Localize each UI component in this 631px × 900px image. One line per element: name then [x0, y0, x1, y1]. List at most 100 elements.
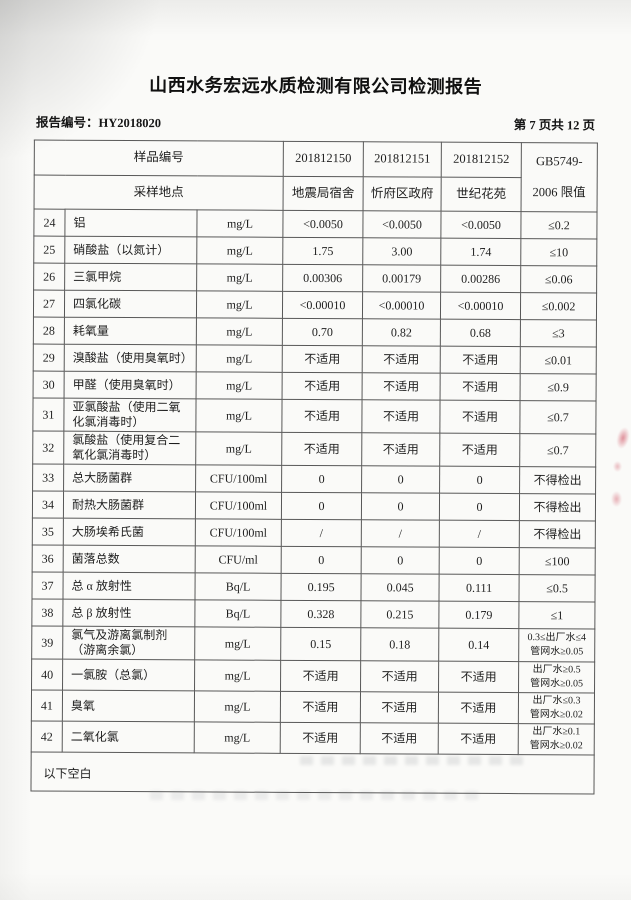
row-number: 35	[32, 518, 64, 546]
results-table: 样品编号 201812150 201812151 201812152 GB574…	[30, 139, 598, 795]
table-row: 35 大肠埃希氏菌 CFU/100ml / / / 不得检出	[32, 518, 596, 548]
row-number: 29	[33, 344, 65, 372]
header-row-location: 采样地点 地震局宿舍 忻府区政府 世纪花苑	[34, 175, 597, 212]
value-sample-1: 不适用	[280, 691, 361, 723]
table-row: 29 溴酸盐（使用臭氧时） mg/L 不适用 不适用 不适用 ≤0.01	[33, 344, 597, 374]
report-meta-line: 报告编号：HY2018020 第 7 页共 12 页	[36, 112, 595, 134]
value-sample-1: 不适用	[282, 345, 363, 373]
table-row: 34 耐热大肠菌群 CFU/100ml 0 0 0 不得检出	[32, 491, 596, 521]
value-sample-1: 0.70	[282, 318, 363, 346]
unit: mg/L	[196, 344, 283, 373]
row-number: 34	[32, 491, 64, 519]
parameter-name: 总 β 放射性	[62, 599, 195, 627]
limit-line: 管网水≥0.05	[530, 678, 584, 690]
unit: Bq/L	[194, 572, 282, 601]
page-indicator: 第 7 页共 12 页	[513, 118, 596, 133]
value-sample-3: 0.111	[439, 574, 520, 602]
value-sample-1: 不适用	[282, 372, 363, 400]
limit-line: 出厂水≥0.5	[532, 664, 581, 676]
value-sample-3: 0.68	[440, 319, 521, 347]
unit: CFU/100ml	[195, 491, 282, 520]
location-1: 地震局宿舍	[283, 176, 364, 211]
unit: mg/L	[195, 431, 282, 466]
value-sample-2: <0.0050	[362, 210, 442, 239]
value-sample-1: 0.15	[280, 627, 361, 661]
value-sample-3: 0	[439, 466, 520, 494]
value-sample-3: 0.00286	[440, 265, 521, 293]
table-row: 31 亚氯酸盐（使用二氧化氯消毒时） mg/L 不适用 不适用 不适用 ≤0.7	[32, 398, 597, 434]
row-number: 27	[33, 290, 65, 318]
unit: CFU/ml	[195, 545, 282, 574]
parameter-name: 总大肠菌群	[63, 464, 196, 492]
value-sample-3: /	[439, 520, 520, 548]
limit-value: 出厂水≥0.5 管网水≥0.05	[518, 661, 595, 693]
parameter-name: 耗氧量	[64, 317, 197, 345]
unit: mg/L	[196, 290, 283, 319]
limit-value: ≤0.002	[520, 292, 597, 320]
limit-line: 管网水≥0.05	[530, 646, 584, 658]
row-number: 26	[33, 263, 65, 291]
limit-header-line1: GB5749-	[536, 154, 583, 169]
report-number: 报告编号：HY2018020	[36, 112, 161, 132]
value-sample-3: 0.14	[438, 628, 519, 662]
row-number: 25	[33, 236, 65, 264]
unit: mg/L	[195, 398, 283, 433]
row-number: 31	[32, 398, 65, 432]
row-number: 41	[31, 690, 63, 722]
row-number: 24	[33, 209, 66, 237]
table-row: 26 三氯甲烷 mg/L 0.00306 0.00179 0.00286 ≤0.06	[33, 263, 597, 293]
value-sample-1: 1.75	[282, 237, 363, 265]
page-content: 山西水务宏远水质检测有限公司检测报告 报告编号：HY2018020 第 7 页共…	[30, 75, 598, 795]
unit: mg/L	[194, 626, 281, 661]
table-row: 33 总大肠菌群 CFU/100ml 0 0 0 不得检出	[32, 464, 596, 494]
limit-value: ≤10	[520, 238, 597, 266]
value-sample-3: <0.0050	[440, 211, 522, 239]
table-row: 39 氯气及游离氯制剂（游离余氯） mg/L 0.15 0.18 0.14 0.3≤出厂水≤…	[31, 626, 595, 662]
unit: Bq/L	[194, 599, 282, 628]
value-sample-1: 0.195	[281, 573, 362, 601]
value-sample-1: 不适用	[281, 399, 363, 433]
value-sample-2: 0.18	[360, 627, 439, 662]
value-sample-1: 0	[281, 465, 362, 493]
row-number: 28	[33, 317, 65, 345]
parameter-name: 二氧化氯	[62, 721, 195, 753]
parameter-name: 总 α 放射性	[62, 572, 196, 600]
value-sample-2: /	[361, 519, 440, 548]
header-row-sample-id: 样品编号 201812150 201812151 201812152 GB574…	[34, 140, 598, 212]
value-sample-2: 不适用	[360, 691, 439, 724]
value-sample-3: 0	[439, 493, 520, 521]
parameter-name: 菌落总数	[63, 545, 196, 573]
sample-id-3: 201812152	[441, 142, 522, 178]
table-row: 30 甲醛（使用臭氧时） mg/L 不适用 不适用 不适用 ≤0.9	[33, 371, 597, 401]
row-number: 42	[31, 721, 63, 753]
parameter-name: 一氯胺（总氯）	[62, 659, 195, 691]
row-number: 40	[31, 659, 63, 691]
blank-row: 以下空白	[30, 752, 595, 794]
limit-value: ≤100	[519, 547, 596, 575]
value-sample-2: 0.045	[361, 573, 440, 602]
table-row: 24 铝 mg/L <0.0050 <0.0050 <0.0050 ≤0.2	[33, 209, 598, 239]
parameter-name: 三氯甲烷	[64, 263, 197, 291]
value-sample-3: 1.74	[440, 238, 521, 266]
limit-value: ≤0.9	[520, 373, 597, 401]
value-sample-2: 0.00179	[362, 264, 441, 293]
sample-id-label: 样品编号	[34, 140, 284, 177]
value-sample-3: 不适用	[438, 692, 519, 724]
unit: mg/L	[196, 371, 283, 400]
limit-value: 不得检出	[519, 520, 596, 548]
table-row: 38 总 β 放射性 Bq/L 0.328 0.215 0.179 ≤1	[31, 599, 596, 629]
value-sample-1: <0.0050	[282, 210, 364, 238]
report-number-label: 报告编号：	[35, 115, 99, 130]
parameter-name: 臭氧	[62, 690, 195, 722]
value-sample-3: 不适用	[439, 400, 521, 434]
unit: mg/L	[194, 690, 281, 723]
limit-value: 不得检出	[519, 466, 596, 494]
unit: mg/L	[194, 659, 281, 692]
value-sample-2: 不适用	[362, 372, 441, 401]
value-sample-1: 0.328	[280, 600, 362, 628]
value-sample-1: 不适用	[280, 660, 361, 692]
unit: mg/L	[194, 721, 281, 754]
table-row: 25 硝酸盐（以氮计） mg/L 1.75 3.00 1.74 ≤10	[33, 236, 597, 266]
value-sample-3: 不适用	[438, 723, 519, 755]
limit-value: ≤0.2	[520, 211, 598, 239]
